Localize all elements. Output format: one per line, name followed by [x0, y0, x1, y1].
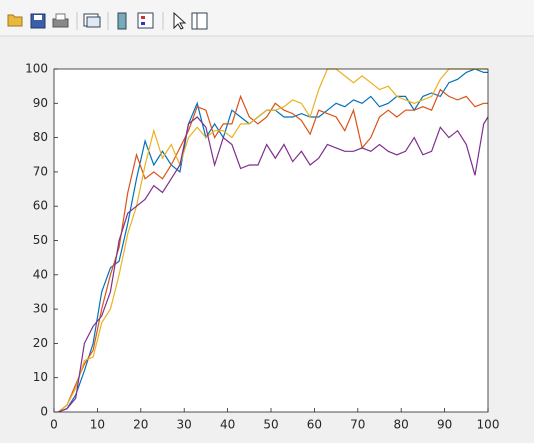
x-tick-label: 40	[220, 418, 235, 432]
x-tick-label: 80	[394, 418, 409, 432]
y-tick-label: 100	[25, 62, 48, 76]
y-tick-label: 10	[33, 370, 48, 384]
y-tick-label: 70	[33, 164, 48, 178]
x-tick-label: 10	[90, 418, 105, 432]
x-tick-label: 20	[133, 418, 148, 432]
x-tick-label: 70	[350, 418, 365, 432]
y-tick-label: 30	[33, 302, 48, 316]
series-line	[57, 88, 488, 413]
y-tick-label: 60	[33, 199, 48, 213]
colorbar-button[interactable]	[117, 12, 127, 30]
y-tick-label: 80	[33, 130, 48, 144]
x-tick-label: 60	[307, 418, 322, 432]
marks	[57, 68, 489, 413]
x-tick-label: 0	[50, 418, 58, 432]
y-tick-label: 0	[40, 405, 48, 419]
open-button[interactable]	[7, 14, 23, 27]
property-button[interactable]	[191, 12, 208, 30]
print-button[interactable]	[52, 13, 69, 28]
edit-plot-button[interactable]	[173, 11, 187, 30]
link-button[interactable]	[83, 13, 101, 28]
legend-button[interactable]	[137, 12, 154, 29]
series-line	[58, 116, 489, 413]
y-tick-label: 20	[33, 336, 48, 350]
y-tick-label: 40	[33, 267, 48, 281]
x-tick-label: 90	[437, 418, 452, 432]
toolbar	[0, 0, 534, 36]
y-tick-label: 50	[33, 233, 48, 247]
save-button[interactable]	[30, 13, 46, 29]
y-tick-label: 90	[33, 96, 48, 110]
series-line	[57, 68, 488, 413]
x-tick-label: 30	[177, 418, 192, 432]
x-tick-label: 50	[263, 418, 278, 432]
x-tick-label: 100	[477, 418, 500, 432]
